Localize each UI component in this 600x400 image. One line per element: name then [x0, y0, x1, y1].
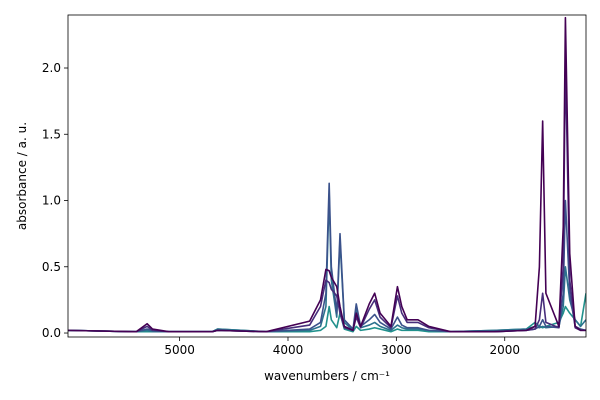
- spectrum-line: [68, 293, 586, 333]
- x-tick-label: 2000: [489, 343, 520, 357]
- y-tick-label: 0.0: [42, 326, 61, 340]
- spectrum-line: [68, 16, 586, 333]
- plot-frame: [67, 14, 587, 338]
- y-axis-label: absorbance / a. u.: [15, 122, 29, 230]
- x-axis-label: wavenumbers / cm⁻¹: [264, 369, 390, 383]
- plot-lines: [68, 16, 586, 333]
- x-tick-label: 4000: [273, 343, 304, 357]
- x-tick-label: 3000: [381, 343, 412, 357]
- y-tick-label: 1.0: [42, 194, 61, 208]
- y-tick-label: 1.5: [42, 127, 61, 141]
- spectrum-line: [68, 182, 586, 333]
- x-tick-label: 5000: [164, 343, 195, 357]
- y-tick-label: 0.5: [42, 260, 61, 274]
- y-tick-label: 2.0: [42, 61, 61, 75]
